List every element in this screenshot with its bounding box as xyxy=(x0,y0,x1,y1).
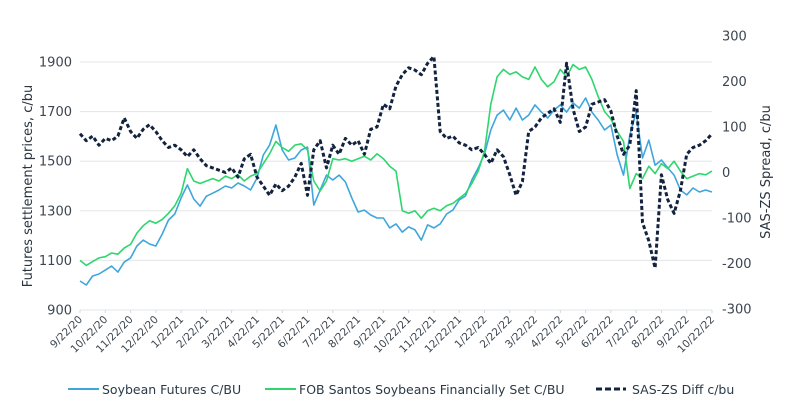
right-y-tick-label: 200 xyxy=(722,75,747,90)
right-y-tick-label: -200 xyxy=(722,257,752,272)
left-y-tick-label: 1700 xyxy=(39,105,72,120)
left-y-tick-label: 1500 xyxy=(39,155,72,170)
series-line-soybean-futures-c-bu xyxy=(79,97,713,286)
right-y-axis-ticks: -300 -200 -100 0 100 200 300 xyxy=(722,30,752,318)
left-y-tick-label: 900 xyxy=(47,304,72,319)
left-y-axis-label: Futures settlement prices, c/bu xyxy=(21,85,36,287)
right-y-tick-label: 300 xyxy=(722,30,747,45)
right-y-tick-label: 0 xyxy=(722,166,730,181)
legend-label-fob-santos: FOB Santos Soybeans Financially Set C/BU xyxy=(299,382,565,397)
legend-label-soybean-futures: Soybean Futures C/BU xyxy=(102,382,241,397)
series-line-fob-santos-soybeans-financially-set-c-bu xyxy=(79,63,713,267)
series-line-sas-zs-diff-c-bu xyxy=(78,55,714,270)
series-layer xyxy=(78,55,714,286)
right-y-tick-label: 100 xyxy=(722,121,747,136)
right-y-tick-label: -100 xyxy=(722,212,752,227)
right-y-tick-label: -300 xyxy=(722,303,752,318)
x-axis-ticks: 9/22/2010/22/2011/22/2012/22/201/22/212/… xyxy=(48,310,717,355)
legend-label-sas-zs-diff: SAS-ZS Diff c/bu xyxy=(632,382,734,397)
legend: Soybean Futures C/BU FOB Santos Soybeans… xyxy=(68,382,734,397)
gridlines xyxy=(80,61,712,311)
left-y-axis-ticks: 900 1100 1300 1500 1700 1900 xyxy=(39,56,72,319)
left-y-tick-label: 1300 xyxy=(39,204,72,219)
left-y-tick-label: 1100 xyxy=(39,254,72,269)
right-y-axis-label: SAS-ZS Spread, c/bu xyxy=(759,105,774,239)
left-y-tick-label: 1900 xyxy=(39,56,72,71)
